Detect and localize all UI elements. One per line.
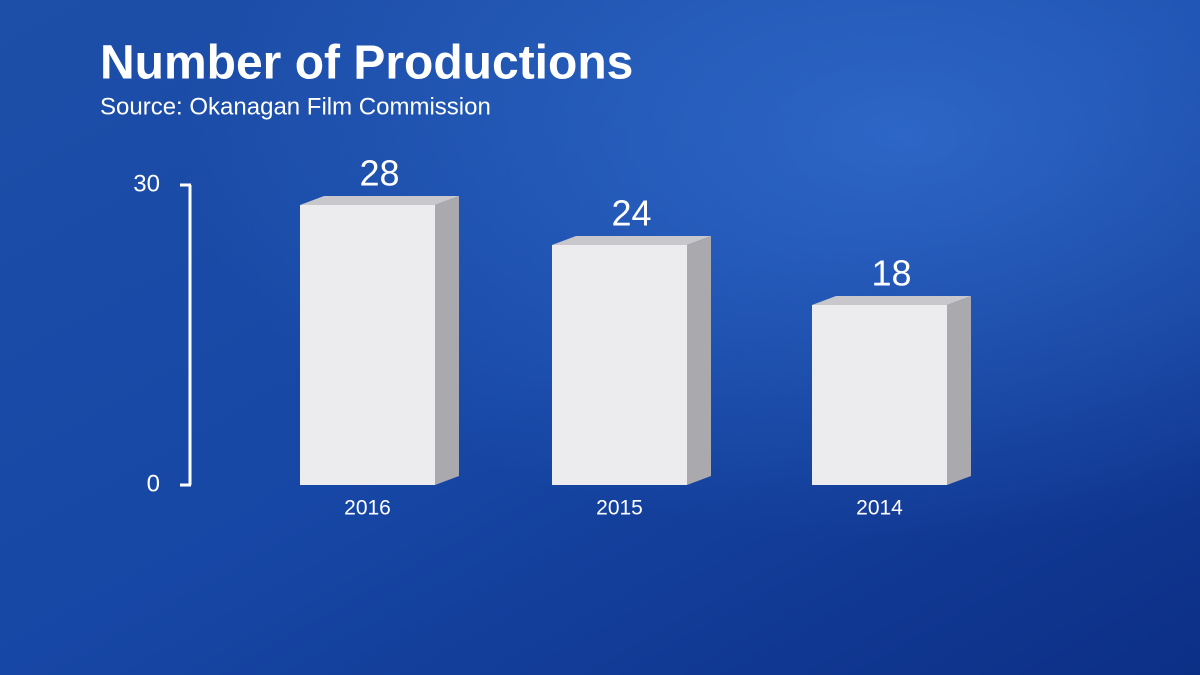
bar-side (947, 296, 971, 485)
bar-top (812, 296, 971, 305)
bar-side (435, 196, 459, 485)
value-label: 18 (871, 253, 911, 294)
x-tick-label: 2015 (596, 497, 643, 520)
chart-subtitle: Source: Okanagan Film Commission (100, 93, 491, 120)
x-tick-label: 2014 (856, 497, 903, 520)
x-tick-label: 2016 (344, 497, 391, 520)
bar-top (300, 196, 459, 205)
value-label: 24 (611, 193, 651, 234)
bar (552, 245, 687, 485)
bar-top (552, 236, 711, 245)
bar-side (687, 236, 711, 485)
y-tick-label: 30 (133, 170, 160, 197)
bar (300, 205, 435, 485)
value-label: 28 (359, 153, 399, 194)
y-tick-label: 0 (147, 470, 160, 497)
chart-title: Number of Productions (100, 37, 633, 90)
bar (812, 305, 947, 485)
